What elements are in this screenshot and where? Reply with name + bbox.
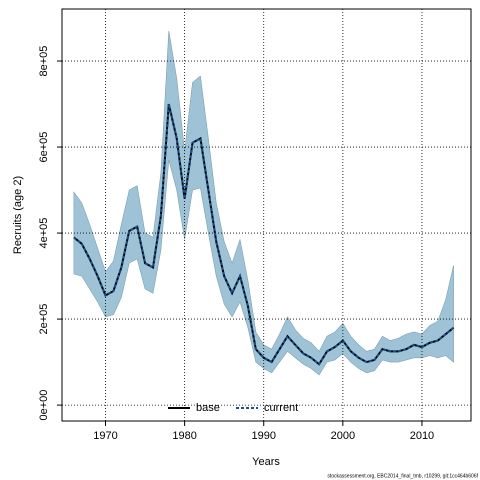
x-tick-label: 1980	[172, 430, 196, 442]
y-tick-label: 0e+00	[38, 390, 50, 421]
y-tick-label: 2e+05	[38, 304, 50, 335]
x-tick-label: 2000	[331, 430, 355, 442]
legend-label: base	[196, 402, 220, 414]
y-tick-label: 4e+05	[38, 218, 50, 249]
y-axis-label: Recruits (age 2)	[12, 176, 24, 254]
legend-label: current	[264, 402, 298, 414]
footer: stockassessment.org, EBC2014_final_tmb, …	[327, 473, 478, 479]
y-tick-label: 6e+05	[38, 132, 50, 163]
y-tick-label: 8e+05	[38, 46, 50, 77]
confidence-band	[73, 30, 454, 376]
x-tick-label: 1970	[93, 430, 117, 442]
x-axis-label: Years	[252, 456, 280, 468]
plot-frame	[61, 8, 472, 422]
series-line	[73, 103, 455, 366]
x-tick-label: 1990	[251, 430, 275, 442]
x-tick-label: 2010	[410, 430, 434, 442]
